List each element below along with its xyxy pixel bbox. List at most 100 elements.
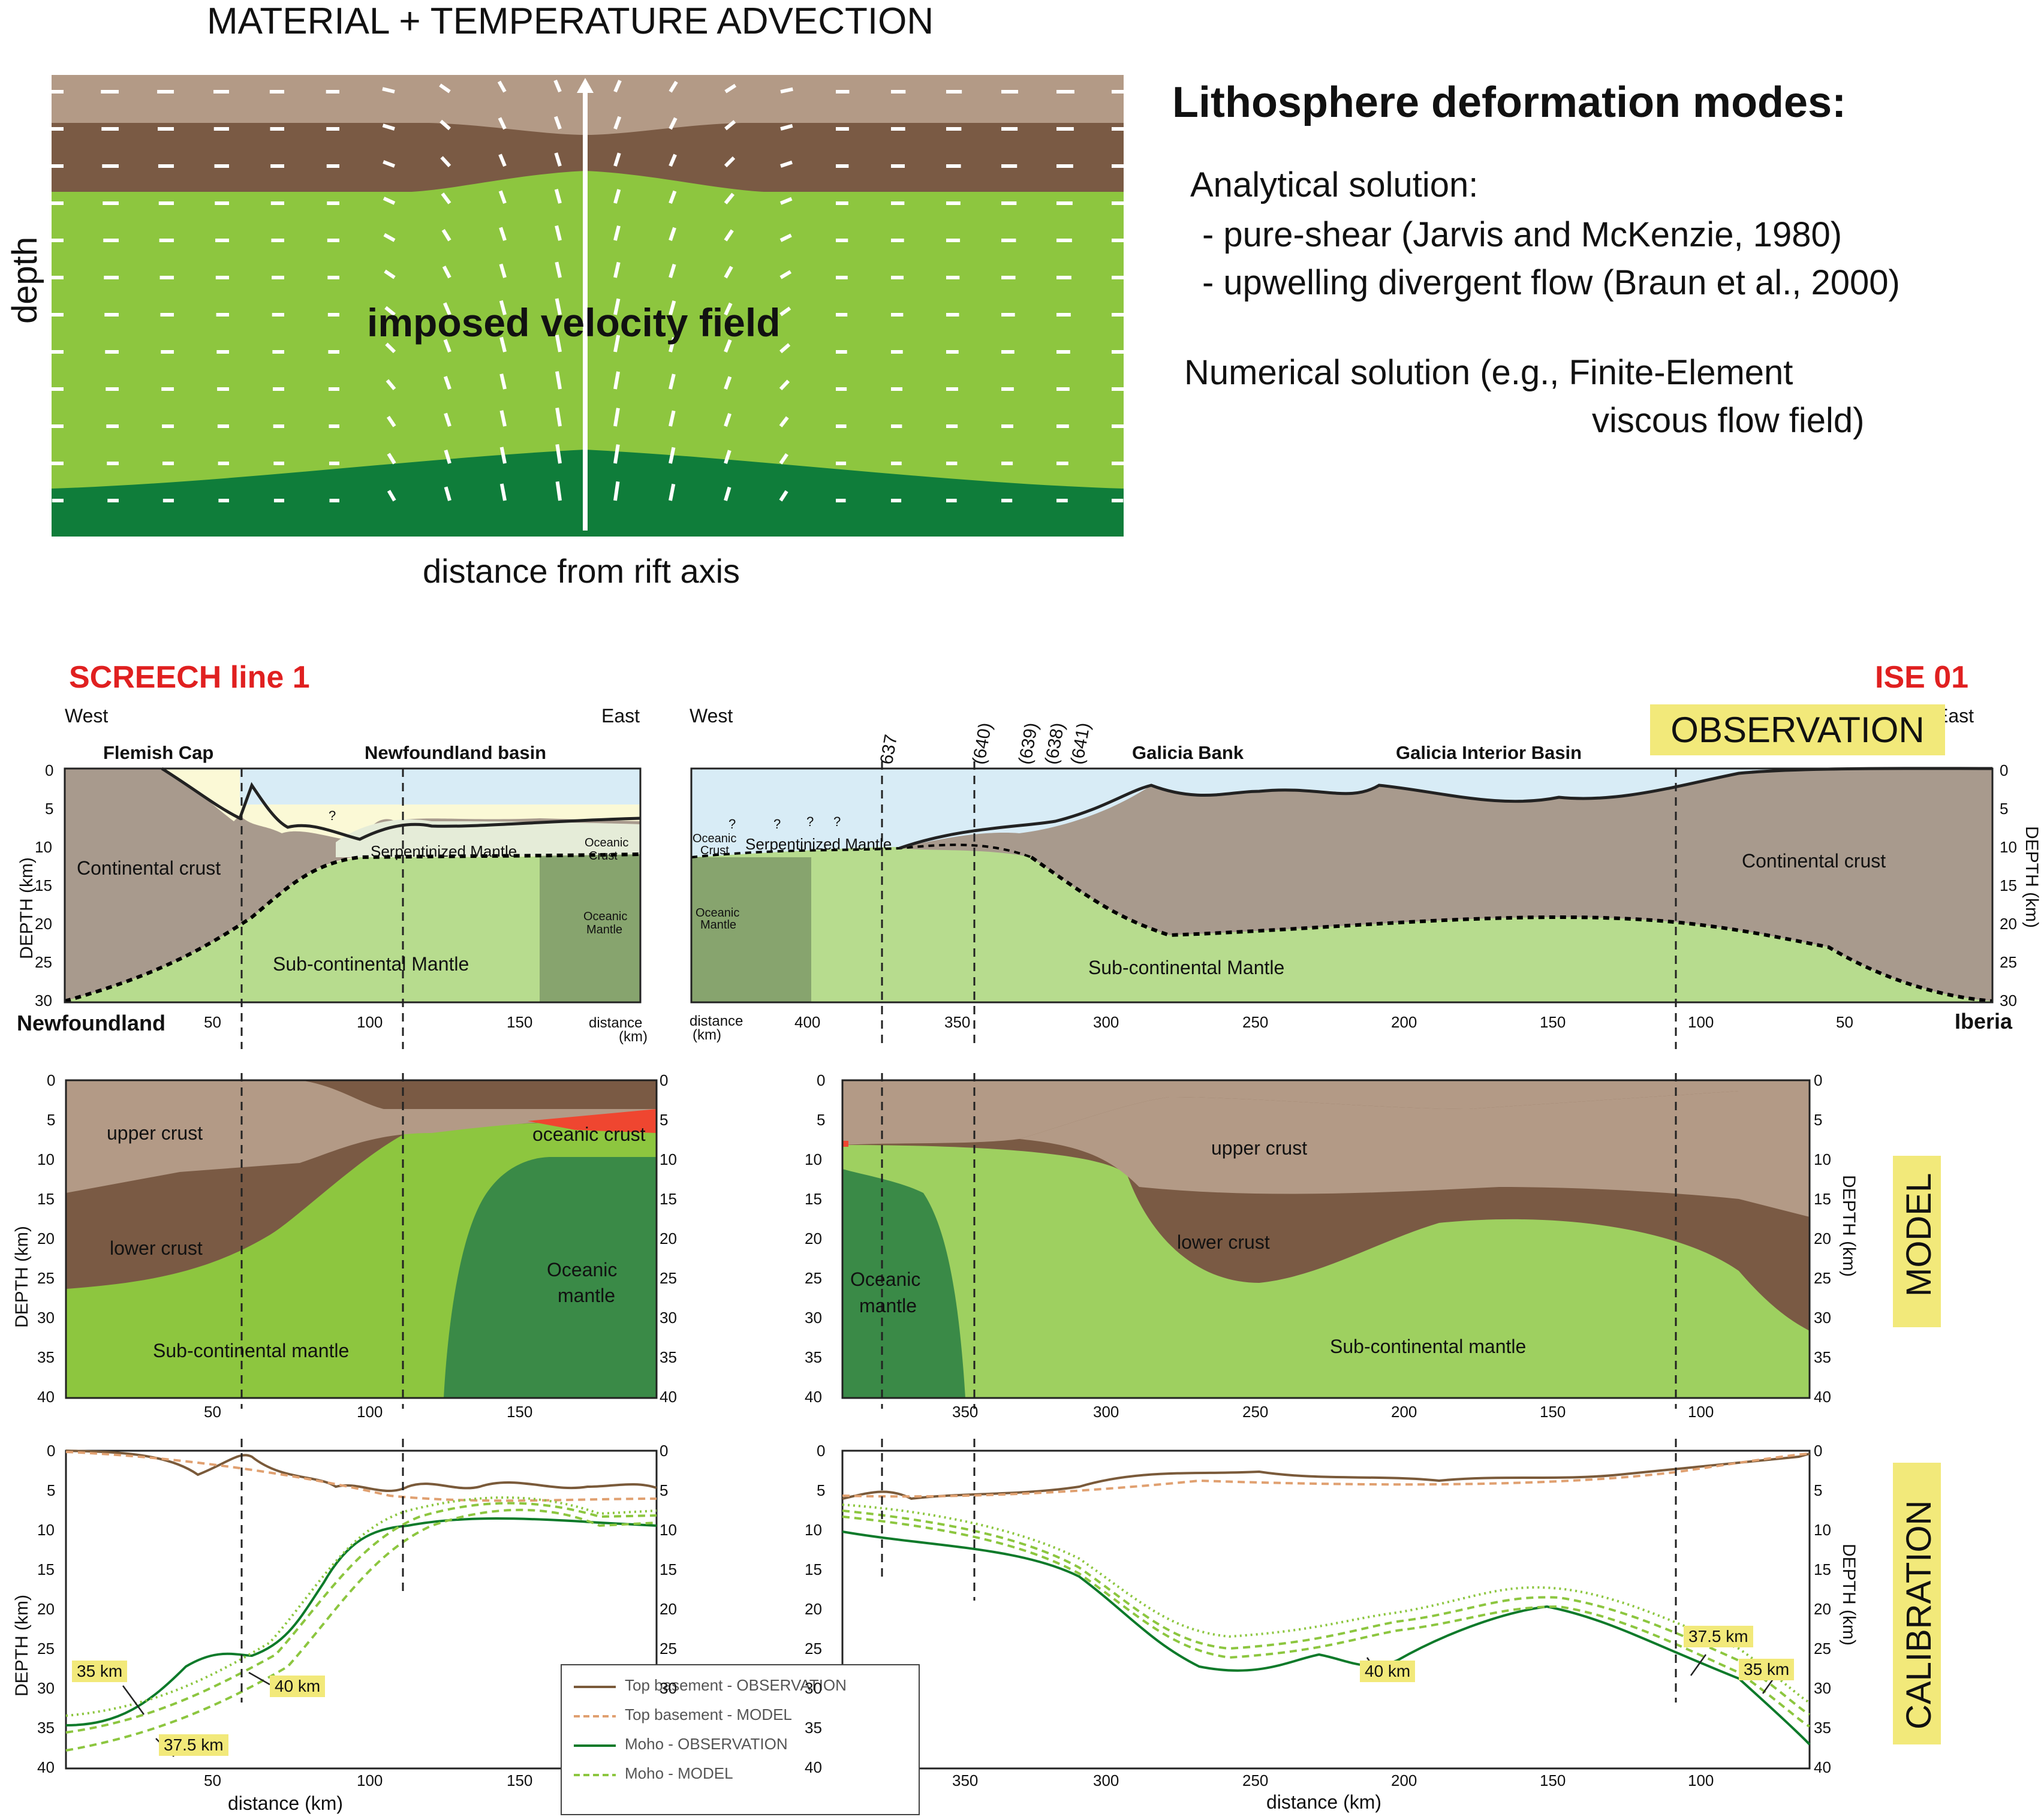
cal-right-depth-tick: 10 (1814, 1521, 1831, 1539)
velocity-arrow (439, 83, 451, 94)
cal-right-distance-tick: 250 (1242, 1771, 1269, 1789)
left-top-basement-model-line (65, 1451, 657, 1502)
model-right-inner-depth-tick: 25 (805, 1269, 822, 1287)
left-sea (240, 769, 640, 804)
velocity-arrow (498, 153, 507, 167)
cal-left-depth-tick: 30 (37, 1679, 55, 1697)
velocity-arrow (555, 444, 562, 464)
rift-axis-arrowhead (577, 78, 594, 93)
model-lower-crust-right: lower crust (1177, 1231, 1270, 1253)
right-section-title: ISE 01 (1875, 660, 1969, 695)
legend-swatch (574, 1744, 616, 1747)
velocity-arrow (441, 192, 451, 204)
cal-right-inner-depth-tick: 15 (805, 1560, 822, 1578)
obs-right-distance-tick: 50 (1836, 1013, 1853, 1031)
model-left-depth-tick: 40 (37, 1388, 55, 1406)
velocity-arrow (724, 120, 736, 131)
cal-label-left-40: 40 km (270, 1676, 326, 1697)
cal-mid-depth-tick: 5 (660, 1481, 669, 1499)
obs-left-depth-tick: 10 (35, 838, 52, 856)
velocity-arrow (382, 87, 395, 94)
model-right-inner-depth-tick: 30 (805, 1309, 822, 1327)
velocity-arrow (779, 233, 792, 242)
calibration-panels (65, 1439, 1811, 1770)
velocity-arrow (613, 408, 620, 427)
top-title: MATERIAL + TEMPERATURE ADVECTION (207, 1, 934, 42)
right-km-label: (km) (693, 1027, 721, 1043)
velocity-arrow (442, 302, 451, 316)
model-mid-depth-tick: 30 (660, 1309, 677, 1327)
label-flemish-cap: Flemish Cap (103, 742, 214, 763)
left-serpentinized (336, 819, 640, 857)
calibration-legend: Top basement - OBSERVATION Top basement -… (561, 1664, 920, 1815)
velocity-arrow (779, 197, 793, 205)
left-top-basement (161, 767, 641, 841)
model-right-distance-tick: 200 (1391, 1403, 1417, 1421)
cal-left-distance-tick: 100 (357, 1771, 383, 1789)
model-left-depth-tick: 10 (37, 1150, 55, 1168)
right-moho-model-35-line (842, 1509, 1810, 1716)
velocity-arrow (724, 302, 733, 316)
model-upper-crust-right: upper crust (1211, 1137, 1308, 1159)
cal-right-depth-tick: 40 (1814, 1758, 1831, 1776)
cal-right-distance-tick: 200 (1391, 1771, 1417, 1789)
velocity-arrow (724, 192, 735, 204)
model-left-depth-tick: 35 (37, 1348, 55, 1366)
velocity-arrow (779, 453, 788, 465)
label-newfoundland-basin: Newfoundland basin (365, 742, 547, 763)
velocity-arrow (669, 153, 677, 167)
right-continental-crust (899, 768, 1992, 1001)
q-mark-1: ? (329, 808, 336, 823)
velocity-arrow (613, 261, 621, 278)
model-left-depth-tick: 5 (47, 1111, 56, 1129)
field-label: imposed velocity field (367, 300, 781, 345)
velocity-arrow (386, 379, 396, 390)
modes-numerical-1: Numerical solution (e.g., Finite-Element (1184, 353, 1793, 392)
velocity-arrow (613, 152, 621, 167)
cal-mid-depth-tick: 15 (660, 1560, 677, 1578)
right-oceanic-mantle (691, 857, 811, 1002)
obs-right-depth-label: DEPTH (km) (2022, 826, 2042, 928)
velocity-arrow (669, 483, 676, 501)
obs-right-distance-tick: 350 (944, 1013, 971, 1031)
cal-label-right-37: 37.5 km (1684, 1626, 1753, 1647)
velocity-arrow (779, 490, 788, 502)
cal-left-depth-tick: 40 (37, 1758, 55, 1776)
observation-panels (64, 761, 1994, 1049)
left-mantle (65, 854, 640, 1002)
model-oceanic-mantle-left-b: mantle (558, 1285, 616, 1306)
velocity-arrow (499, 227, 507, 241)
velocity-arrow (779, 270, 792, 279)
q-mark-4: ? (806, 814, 814, 829)
cal-left-depth-label: DEPTH (km) (12, 1595, 32, 1697)
model-left-distance-tick: 100 (357, 1403, 383, 1421)
model-right-distance-tick: 300 (1093, 1403, 1119, 1421)
right-distance-label: distance (690, 1013, 743, 1029)
legend-item: Top basement - MODEL (574, 1706, 910, 1727)
right-observation-section (690, 767, 1994, 1004)
velocity-arrow (780, 160, 793, 168)
model-mid-depth-tick: 5 (660, 1111, 669, 1129)
model-left-depth-tick: 15 (37, 1190, 55, 1208)
model-right-depth-tick: 40 (1814, 1388, 1831, 1406)
model-right-distance-tick: 150 (1540, 1403, 1566, 1421)
modes-analytical: Analytical solution: (1190, 165, 1479, 204)
cal-right-depth-tick: 35 (1814, 1719, 1831, 1737)
legend-item: Top basement - OBSERVATION (574, 1676, 910, 1698)
model-left-depth-label: DEPTH (km) (12, 1226, 32, 1328)
velocity-arrow (555, 481, 562, 501)
cal-mid-depth-tick: 10 (660, 1521, 677, 1539)
label-galicia-interior: Galicia Interior Basin (1396, 742, 1582, 763)
right-mantle (691, 846, 1992, 1002)
velocity-arrow (555, 371, 562, 390)
left-observation-section (64, 767, 642, 1004)
left-moho-obs (64, 852, 641, 1003)
model-right-depth-tick: 30 (1814, 1309, 1831, 1327)
legend-swatch (574, 1715, 616, 1717)
legend-label: Moho - OBSERVATION (625, 1735, 788, 1753)
legend-swatch (574, 1686, 616, 1688)
obs-right-distance-tick: 250 (1242, 1013, 1269, 1031)
velocity-arrow (555, 225, 562, 241)
right-top-basement-obs-line (842, 1453, 1810, 1500)
velocity-arrow (499, 447, 507, 464)
